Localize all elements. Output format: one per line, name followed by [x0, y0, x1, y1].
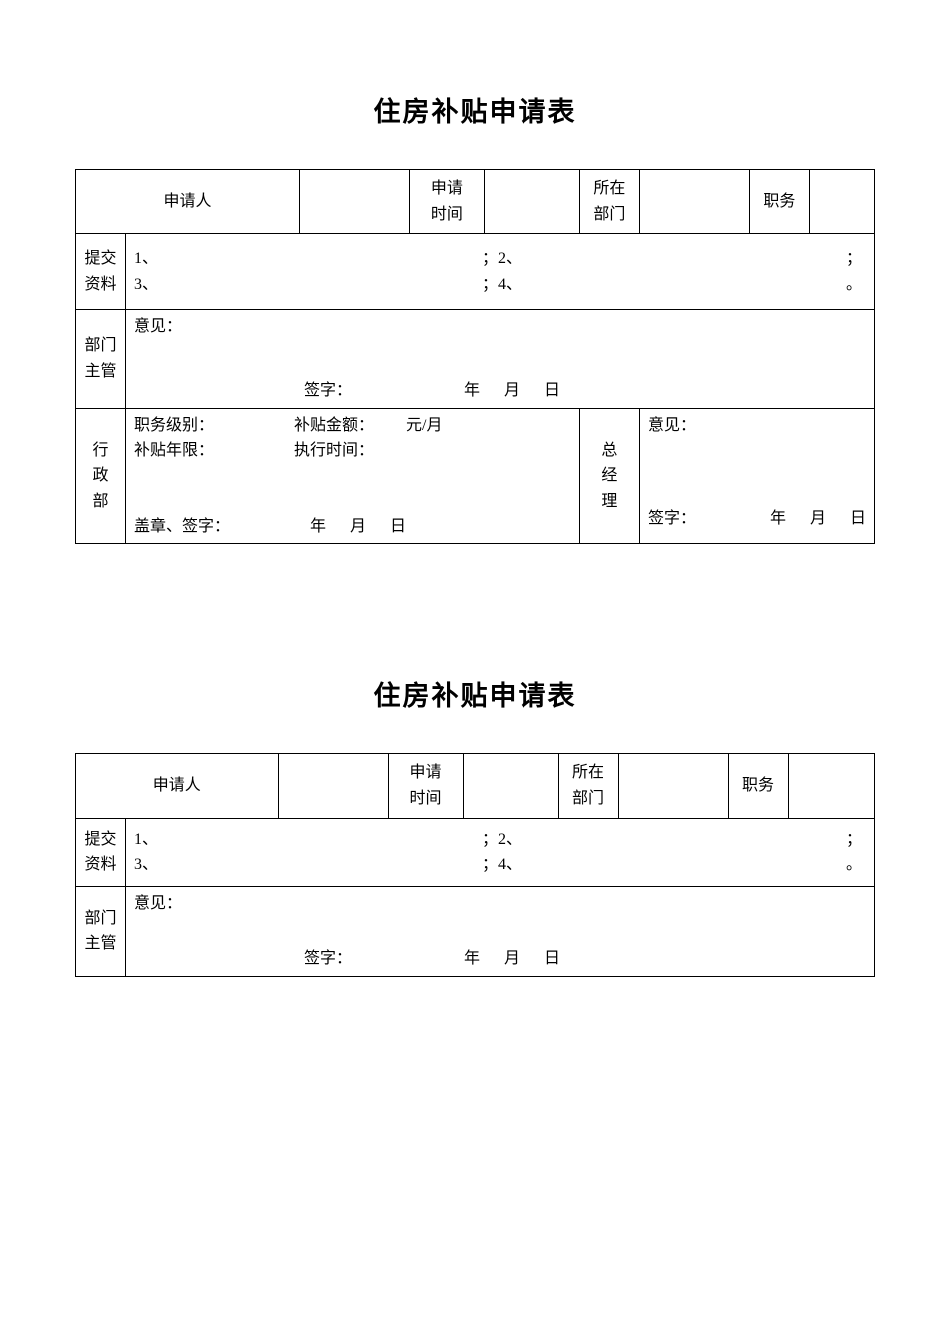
- mat1-mid-2: ；2、: [482, 827, 522, 853]
- value-applicant: [299, 170, 409, 234]
- supervisor-sign: 签字： 年 月 日: [134, 378, 866, 404]
- label-apply-time-2: 申请 时间: [388, 754, 463, 818]
- row-basic-info: 申请人 申请 时间 所在 部门 职务: [76, 170, 875, 234]
- gm-sign: 签字： 年 月 日: [648, 506, 866, 532]
- label-admin: 行 政 部: [76, 408, 126, 544]
- admin-line1: 职务级别： 补贴金额： 元/月: [134, 413, 571, 439]
- label-position: 职务: [749, 170, 809, 234]
- admin-content: 职务级别： 补贴金额： 元/月 补贴年限： 执行时间： 盖章、签字： 年 月 日: [126, 408, 580, 544]
- label-gm: 总 经 理: [579, 408, 639, 544]
- mat2-right-2: 。: [846, 852, 862, 878]
- value-apply-time: [484, 170, 579, 234]
- form-block-2: 住房补贴申请表 申请人 申请 时间 所在 部门 职务 提交 资料 1、 ；2、 …: [75, 674, 875, 977]
- label-department-2: 所在 部门: [558, 754, 618, 818]
- row-admin-gm: 行 政 部 职务级别： 补贴金额： 元/月 补贴年限： 执行时间： 盖章、签字：…: [76, 408, 875, 544]
- gm-opinion: 意见：: [648, 413, 866, 439]
- form-title: 住房补贴申请表: [75, 90, 875, 129]
- mat1-left: 1、: [134, 246, 158, 272]
- value-position: [809, 170, 874, 234]
- value-position-2: [788, 754, 874, 818]
- materials-line2-2: 3、 ；4、 。: [134, 852, 866, 878]
- value-department: [639, 170, 749, 234]
- label-applicant-2: 申请人: [76, 754, 279, 818]
- materials-content-2: 1、 ；2、 ； 3、 ；4、 。: [126, 818, 875, 886]
- materials-line1: 1、 ；2、 ；: [134, 246, 866, 272]
- mat2-mid: ；4、: [482, 272, 522, 298]
- admin-level: 职务级别：: [134, 413, 294, 439]
- label-supervisor-2: 部门 主管: [76, 886, 126, 976]
- admin-years: 补贴年限：: [134, 438, 294, 464]
- mat2-mid-2: ；4、: [482, 852, 522, 878]
- supervisor-sign-2: 签字： 年 月 日: [134, 946, 866, 972]
- row-supervisor: 部门 主管 意见： 签字： 年 月 日: [76, 310, 875, 408]
- mat1-left-2: 1、: [134, 827, 158, 853]
- row-supervisor-2: 部门 主管 意见： 签字： 年 月 日: [76, 886, 875, 976]
- row-basic-info-2: 申请人 申请 时间 所在 部门 职务: [76, 754, 875, 818]
- admin-exec-time: 执行时间：: [294, 438, 374, 464]
- label-position-2: 职务: [728, 754, 788, 818]
- supervisor-opinion-2: 意见：: [134, 891, 866, 917]
- application-table-2: 申请人 申请 时间 所在 部门 职务 提交 资料 1、 ；2、 ； 3、 ；4、…: [75, 753, 875, 977]
- supervisor-content-2: 意见： 签字： 年 月 日: [126, 886, 875, 976]
- supervisor-opinion: 意见：: [134, 314, 866, 340]
- materials-line2: 3、 ；4、 。: [134, 272, 866, 298]
- admin-amount: 补贴金额： 元/月: [294, 413, 442, 439]
- label-supervisor: 部门 主管: [76, 310, 126, 408]
- mat1-right: ；: [846, 246, 862, 272]
- mat2-right: 。: [846, 272, 862, 298]
- value-apply-time-2: [463, 754, 558, 818]
- row-materials-2: 提交 资料 1、 ；2、 ； 3、 ；4、 。: [76, 818, 875, 886]
- label-applicant: 申请人: [76, 170, 300, 234]
- mat2-left: 3、: [134, 272, 158, 298]
- admin-line2: 补贴年限： 执行时间：: [134, 438, 571, 464]
- admin-sign: 盖章、签字： 年 月 日: [134, 514, 571, 540]
- label-apply-time: 申请 时间: [409, 170, 484, 234]
- gm-sign-right: 年 月 日: [770, 506, 866, 532]
- value-department-2: [618, 754, 728, 818]
- materials-content: 1、 ；2、 ； 3、 ；4、 。: [126, 234, 875, 310]
- mat2-left-2: 3、: [134, 852, 158, 878]
- gm-sign-left: 签字：: [648, 506, 696, 532]
- value-applicant-2: [278, 754, 388, 818]
- label-materials-2: 提交 资料: [76, 818, 126, 886]
- supervisor-content: 意见： 签字： 年 月 日: [126, 310, 875, 408]
- materials-line1-2: 1、 ；2、 ；: [134, 827, 866, 853]
- form-title-2: 住房补贴申请表: [75, 674, 875, 713]
- label-materials: 提交 资料: [76, 234, 126, 310]
- mat1-mid: ；2、: [482, 246, 522, 272]
- form-block-1: 住房补贴申请表 申请人 申请 时间 所在 部门 职务 提交 资料 1、 ；2、 …: [75, 90, 875, 544]
- label-department: 所在 部门: [579, 170, 639, 234]
- mat1-right-2: ；: [846, 827, 862, 853]
- gm-content: 意见： 签字： 年 月 日: [639, 408, 874, 544]
- row-materials: 提交 资料 1、 ；2、 ； 3、 ；4、 。: [76, 234, 875, 310]
- application-table: 申请人 申请 时间 所在 部门 职务 提交 资料 1、 ；2、 ； 3、 ；4、: [75, 169, 875, 544]
